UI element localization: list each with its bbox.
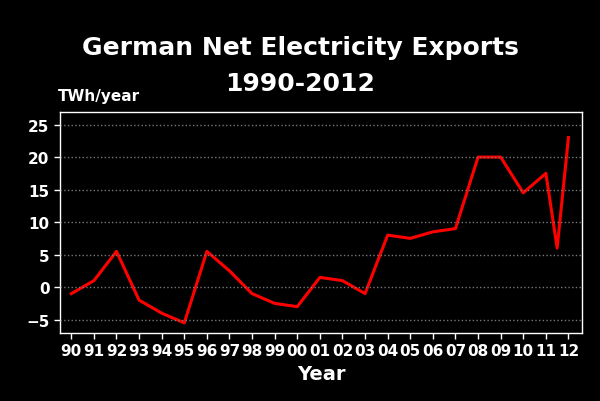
Text: 1990-2012: 1990-2012 — [225, 72, 375, 96]
Text: German Net Electricity Exports: German Net Electricity Exports — [82, 36, 518, 60]
Text: TWh/year: TWh/year — [58, 89, 140, 103]
X-axis label: Year: Year — [297, 364, 345, 383]
